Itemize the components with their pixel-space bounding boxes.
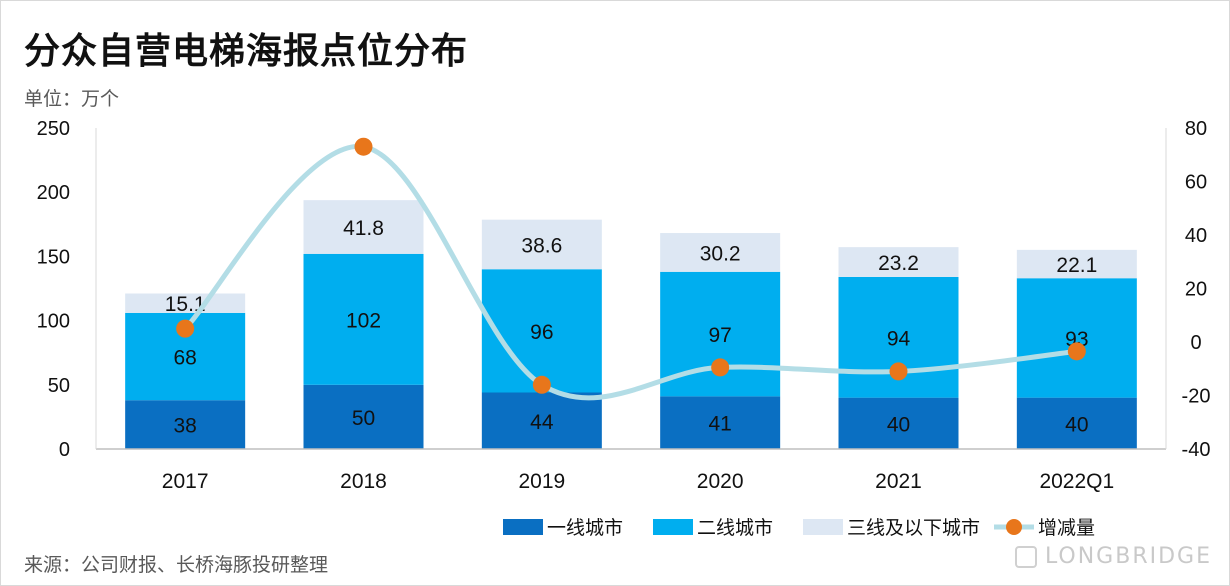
line-point-2017 <box>176 319 195 338</box>
bar-label-1-2022Q1: 40 <box>1065 413 1088 436</box>
category-label-2022Q1: 2022Q1 <box>1039 470 1114 493</box>
bar-3-2017 <box>125 293 246 313</box>
bar-3-2022Q1 <box>1016 249 1137 279</box>
bar-label-3-2020: 30.2 <box>700 242 741 265</box>
bar-label-2-2019: 96 <box>530 321 553 344</box>
left-tick-label: 100 <box>37 311 70 333</box>
category-label-2018: 2018 <box>340 470 387 493</box>
bar-1-2018 <box>303 384 424 449</box>
legend-marker-swatch <box>1006 519 1022 535</box>
line-point-2020 <box>711 358 730 377</box>
left-tick-label: 200 <box>37 182 70 204</box>
bar-1-2020 <box>660 396 781 449</box>
line-point-2022Q1 <box>1067 342 1086 361</box>
bar-3-2019 <box>481 219 602 270</box>
right-tick-label: -40 <box>1182 439 1211 461</box>
bar-3-2020 <box>660 233 781 272</box>
bar-1-2021 <box>838 397 959 449</box>
category-label-2017: 2017 <box>162 470 209 493</box>
left-tick-label: 150 <box>37 246 70 268</box>
bar-label-1-2021: 40 <box>887 413 910 436</box>
line-point-2019 <box>532 375 551 394</box>
bar-1-2017 <box>125 400 246 449</box>
bar-label-3-2017: 15.1 <box>165 293 206 316</box>
category-label-2020: 2020 <box>697 470 744 493</box>
bar-label-2-2020: 97 <box>708 324 731 347</box>
source-note: 来源：公司财报、长桥海豚投研整理 <box>24 554 329 576</box>
legend-label-4: 增减量 <box>1038 517 1095 539</box>
chart-title: 分众自营电梯海报点位分布 <box>24 31 469 72</box>
category-label-2021: 2021 <box>875 470 922 493</box>
axes-layer: 0 50 100 150 200 250 -40 -20 0 20 40 60 80 2017 2018 20… <box>37 118 1211 493</box>
bars-layer <box>125 200 1137 449</box>
left-tick-label: 250 <box>37 118 70 140</box>
right-tick-label: 80 <box>1185 118 1207 140</box>
brand-watermark: LONGBRIDGE <box>1014 544 1212 569</box>
right-tick-label: 20 <box>1185 279 1207 301</box>
bar-1-2022Q1 <box>1016 397 1137 449</box>
bar-2-2018 <box>303 253 424 385</box>
bar-label-1-2017: 38 <box>173 415 196 438</box>
brand-text: LONGBRIDGE <box>1044 544 1212 569</box>
bar-label-3-2022Q1: 22.1 <box>1056 254 1097 277</box>
right-tick-label: 60 <box>1185 172 1207 194</box>
bar-2-2019 <box>481 269 602 393</box>
legend: 一线城市 二线城市 三线及以下城市 增减量 <box>503 517 1095 539</box>
bar-3-2021 <box>838 247 959 277</box>
bar-label-3-2021: 23.2 <box>878 252 919 275</box>
legend-label-3: 三线及以下城市 <box>847 517 980 539</box>
bar-label-2-2018: 102 <box>346 309 381 332</box>
bar-label-2-2021: 94 <box>887 327 911 350</box>
bar-labels-layer: 38 68 15.1 50 102 41.8 44 96 38.6 41 97 30.2 40 94 23.… <box>165 217 1098 438</box>
bar-label-2-2017: 68 <box>173 347 196 370</box>
bar-label-3-2018: 41.8 <box>343 217 384 240</box>
bar-label-1-2018: 50 <box>352 407 375 430</box>
left-tick-label: 0 <box>59 439 70 461</box>
bar-2-2022Q1 <box>1016 278 1137 398</box>
line-point-2021 <box>889 362 908 381</box>
bar-label-3-2019: 38.6 <box>521 234 562 257</box>
line-point-2018 <box>354 137 373 156</box>
legend-swatch-1 <box>503 519 543 535</box>
right-tick-label: 40 <box>1185 225 1207 247</box>
legend-label-2: 二线城市 <box>697 517 773 539</box>
right-tick-label: -20 <box>1182 386 1211 408</box>
brand-logo-icon <box>1014 545 1037 568</box>
bar-label-1-2020: 41 <box>708 413 731 436</box>
legend-swatch-2 <box>653 519 693 535</box>
right-tick-label: 0 <box>1190 332 1201 354</box>
bar-label-1-2019: 44 <box>530 411 554 434</box>
legend-label-1: 一线城市 <box>547 517 623 539</box>
bar-1-2019 <box>481 392 602 449</box>
line-layer <box>176 137 1086 401</box>
category-label-2019: 2019 <box>518 470 565 493</box>
unit-label: 单位：万个 <box>24 88 120 110</box>
bar-3-2018 <box>303 200 424 254</box>
left-tick-label: 50 <box>48 375 70 397</box>
legend-swatch-3 <box>803 519 843 535</box>
